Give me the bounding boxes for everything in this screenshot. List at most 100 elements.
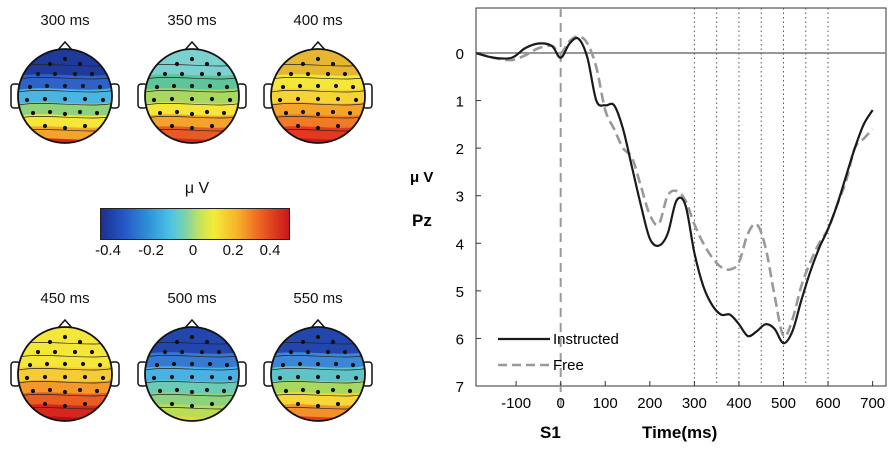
electrode-dot <box>62 374 68 380</box>
electrode-dot <box>224 362 230 368</box>
contour-line <box>18 73 112 84</box>
electrode-dot <box>52 71 58 77</box>
y-tick-label: 5 <box>456 284 464 301</box>
electrode-dot <box>204 339 210 345</box>
electrode-dot <box>82 123 88 129</box>
topomap-label: 450 ms <box>40 290 90 307</box>
potential-band <box>271 400 365 421</box>
electrode-dot <box>189 374 195 380</box>
electrode-dot <box>80 83 86 89</box>
colorbar-gradient <box>100 208 290 240</box>
electrode-dot <box>221 388 227 394</box>
colorbar: μ V -0.4 -0.2 0 0.2 0.4 <box>88 180 308 270</box>
y-tick-label: 1 <box>456 94 464 111</box>
topomap-300: 300 ms <box>5 12 125 147</box>
electrode-dot <box>315 374 321 380</box>
electrode-dot <box>151 97 157 103</box>
electrode-dot <box>209 96 215 102</box>
electrode-dot <box>199 349 205 355</box>
electrode-dot <box>62 111 68 117</box>
topomap-label: 550 ms <box>293 290 343 307</box>
electrode-dot <box>330 109 336 115</box>
head-outline <box>144 48 240 144</box>
electrode-dot <box>209 401 215 407</box>
stimulus-label: S1 <box>540 423 561 442</box>
legend: Instructed Free <box>498 331 619 374</box>
electrode-dot <box>350 84 356 90</box>
x-tick-label: 200 <box>637 395 662 412</box>
electrode-dot <box>315 111 321 117</box>
electrode-dot <box>174 339 180 345</box>
electrode-dot <box>62 361 68 367</box>
electrode-dot <box>335 123 341 129</box>
electrode-dot <box>171 83 177 89</box>
electrode-dot <box>94 110 100 116</box>
electrode-dot <box>179 349 185 355</box>
electrode-dot <box>24 97 30 103</box>
electrode-dot <box>42 96 48 102</box>
contour-line <box>271 112 365 123</box>
electrode-dot <box>350 362 356 368</box>
contour-line <box>145 390 239 401</box>
contour-line <box>271 377 365 388</box>
electrode-dot <box>342 71 348 77</box>
electrode-dot <box>42 374 48 380</box>
electrode-dot <box>283 388 289 394</box>
electrode-dot <box>100 97 106 103</box>
electrode-dot <box>97 84 103 90</box>
erp-chart: 0 1 2 3 4 5 6 7 -100 0 100 200 300 400 500 600 700 μ V P… <box>410 0 894 445</box>
contour-line <box>145 403 239 414</box>
electrode-dot <box>315 83 321 89</box>
electrode-dot <box>151 375 157 381</box>
electrode-dot <box>353 97 359 103</box>
contour-line <box>145 377 239 388</box>
electrode-dot <box>335 96 341 102</box>
electrode-dot <box>162 349 168 355</box>
colorbar-unit: μ V <box>184 180 210 197</box>
series-line-instructed <box>475 36 874 345</box>
electrode-dot <box>207 361 213 367</box>
electrode-dot <box>100 375 106 381</box>
legend-label-free: Free <box>553 357 584 374</box>
electrode-dot <box>297 83 303 89</box>
electrode-dot <box>207 83 213 89</box>
contour-line <box>18 86 112 97</box>
electrode-dot <box>300 61 306 67</box>
electrode-dot <box>221 110 227 116</box>
electrode-dot <box>169 401 175 407</box>
electrode-dot <box>154 84 160 90</box>
electrode-dot <box>189 96 195 102</box>
topomap-400: 400 ms <box>258 12 378 147</box>
electrode-dot <box>72 349 78 355</box>
electrode-dot <box>47 61 53 67</box>
electrode-dot <box>295 123 301 129</box>
electrode-dot <box>216 349 222 355</box>
potential-band <box>145 400 239 421</box>
contour-line <box>145 86 239 97</box>
head-outline <box>144 326 240 422</box>
contour-line <box>271 351 365 362</box>
contour-line <box>271 86 365 97</box>
x-tick-label: 100 <box>593 395 618 412</box>
electrode-dot <box>77 61 83 67</box>
electrode-dot <box>305 71 311 77</box>
x-tick-label: 500 <box>771 395 796 412</box>
electrode-dot <box>27 362 33 368</box>
head-map <box>263 40 373 144</box>
topomap-label: 350 ms <box>167 12 217 29</box>
potential-band <box>18 400 112 421</box>
electrode-dot <box>189 403 195 409</box>
contour-line <box>271 364 365 375</box>
contour-line <box>271 60 365 71</box>
electrode-dot <box>47 109 53 115</box>
electrode-dot <box>62 125 68 131</box>
electrode-dot <box>297 361 303 367</box>
electrode-dot <box>300 109 306 115</box>
electrode-dot <box>333 361 339 367</box>
contour-line <box>18 112 112 123</box>
x-tick-label: 300 <box>682 395 707 412</box>
electrode-dot <box>174 109 180 115</box>
electrode-dot <box>335 374 341 380</box>
electrode-dot <box>44 361 50 367</box>
electrode-dot <box>315 389 321 395</box>
